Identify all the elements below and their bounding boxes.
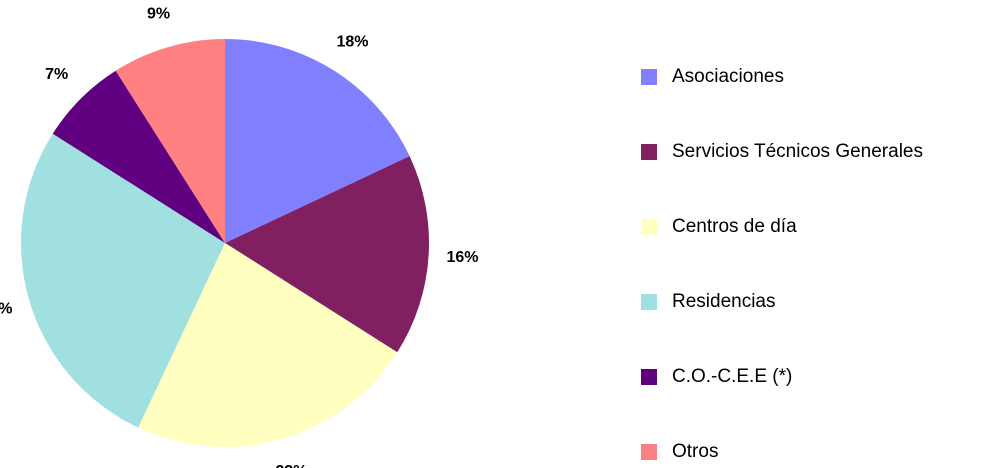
pie-slice [52, 70, 225, 243]
pie-slice [20, 133, 225, 428]
legend-label: Asociaciones [672, 66, 784, 87]
legend-label: Servicios Técnicos Generales [672, 141, 923, 162]
pie-slice [225, 39, 410, 243]
slice-label: 7% [45, 66, 68, 83]
legend-swatch [641, 369, 657, 385]
legend-label: C.O.-C.E.E (*) [672, 366, 792, 387]
legend-swatch [641, 69, 657, 85]
legend-swatch [641, 444, 657, 460]
legend-swatch [641, 144, 657, 160]
pie-slice [225, 156, 430, 353]
slice-label: 18% [337, 33, 369, 50]
pie-slice [115, 39, 225, 243]
legend-swatch [641, 294, 657, 310]
legend-swatch [641, 219, 657, 235]
slice-label: 23% [275, 463, 307, 468]
legend-label: Otros [672, 441, 718, 462]
legend-label: Centros de día [672, 216, 797, 237]
slice-label: 16% [447, 249, 479, 266]
slice-label: 9% [147, 6, 170, 23]
slice-label: 27% [0, 301, 12, 318]
pie-slice [138, 243, 398, 447]
legend-label: Residencias [672, 291, 776, 312]
